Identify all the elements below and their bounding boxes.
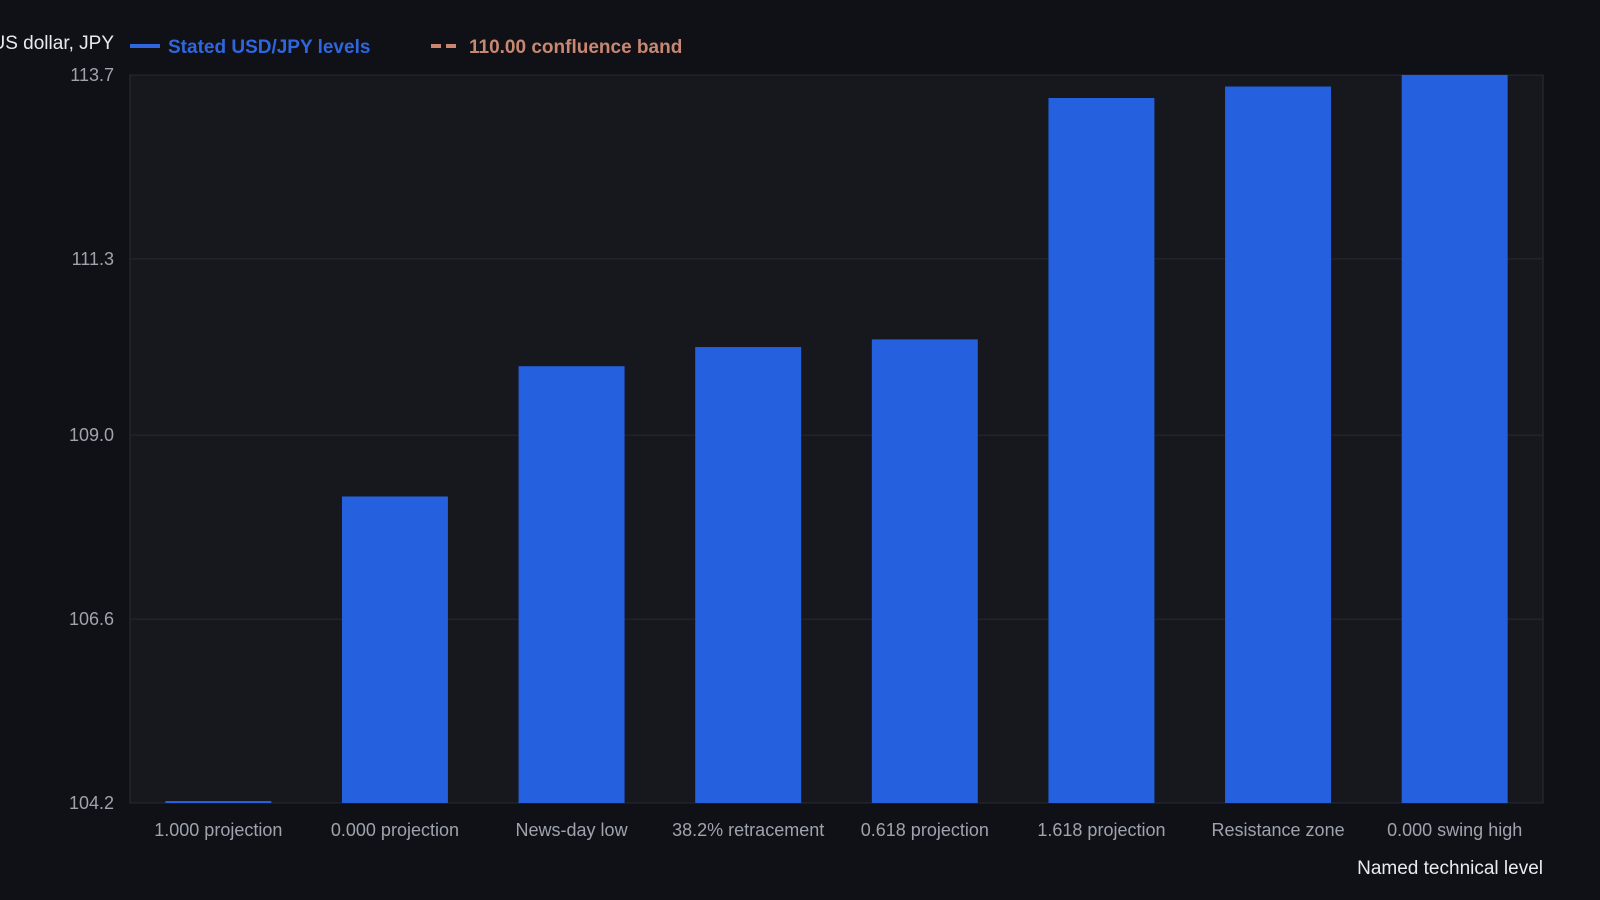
bar xyxy=(518,366,625,803)
x-tick-label: 1.618 projection xyxy=(1037,820,1165,840)
legend: Stated USD/JPY levels 110.00 confluence … xyxy=(130,37,682,58)
bar xyxy=(1401,75,1508,803)
x-tick-label: Resistance zone xyxy=(1212,820,1345,840)
y-axis-label: US dollar, JPY xyxy=(0,33,114,54)
y-tick-label: 106.6 xyxy=(69,609,114,629)
bar-series xyxy=(165,75,1508,803)
x-tick-label: 0.618 projection xyxy=(861,820,989,840)
bar xyxy=(341,496,448,803)
x-tick-label: 0.000 swing high xyxy=(1387,820,1522,840)
x-axis-ticks: 1.000 projection 0.000 projection News-day… xyxy=(154,820,1522,840)
y-tick-label: 104.2 xyxy=(69,793,114,813)
bar xyxy=(165,801,272,803)
legend-label-band: 110.00 confluence band xyxy=(469,37,682,58)
bar xyxy=(1048,97,1155,803)
y-axis-ticks: 104.2 106.6 109.0 111.3 113.7 xyxy=(69,65,114,813)
x-tick-label: 0.000 projection xyxy=(331,820,459,840)
bar xyxy=(695,347,802,803)
x-tick-label: 1.000 projection xyxy=(154,820,282,840)
y-tick-label: 109.0 xyxy=(69,425,114,445)
y-tick-label: 111.3 xyxy=(72,249,114,269)
y-tick-label: 113.7 xyxy=(70,65,114,85)
bar xyxy=(871,339,978,803)
legend-label-levels: Stated USD/JPY levels xyxy=(168,37,370,58)
bar xyxy=(1225,86,1332,803)
x-axis-label: Named technical level xyxy=(1357,858,1543,879)
x-tick-label: News-day low xyxy=(516,820,629,840)
x-tick-label: 38.2% retracement xyxy=(672,820,824,840)
